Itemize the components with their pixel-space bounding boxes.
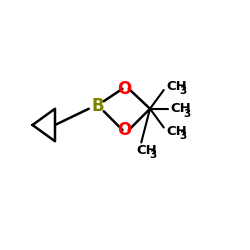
Text: 3: 3	[184, 109, 191, 119]
Text: B: B	[91, 97, 104, 115]
Text: O: O	[116, 80, 131, 98]
Text: 3: 3	[179, 131, 186, 141]
Text: CH: CH	[166, 125, 187, 138]
Text: CH: CH	[170, 102, 191, 115]
Text: O: O	[116, 121, 131, 139]
Text: 3: 3	[179, 86, 186, 96]
Text: CH: CH	[136, 144, 157, 156]
Text: CH: CH	[166, 80, 187, 93]
Text: 3: 3	[149, 150, 156, 160]
